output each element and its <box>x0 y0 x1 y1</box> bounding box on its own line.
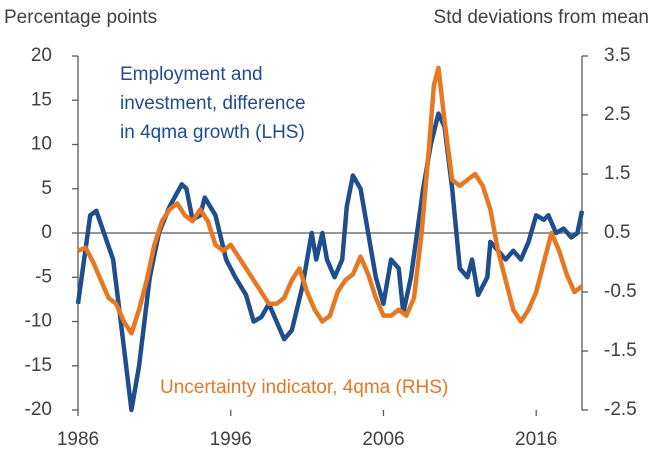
annotation: in 4qma growth (LHS) <box>120 122 305 143</box>
annotation: investment, difference <box>120 93 306 114</box>
line-series <box>77 65 584 336</box>
y-tick-label: 5 <box>41 178 52 199</box>
y2-tick-label: 0.5 <box>604 222 630 243</box>
x-tick-label: 2016 <box>515 429 557 450</box>
y-tick-label: 15 <box>31 89 52 110</box>
annotation: Employment and <box>120 64 263 85</box>
y2-tick-label: -2.5 <box>604 399 637 420</box>
line-series <box>75 111 585 413</box>
annotation: Uncertainty indicator, 4qma (RHS) <box>160 377 448 398</box>
y-tick-label: 10 <box>31 134 52 155</box>
y2-tick-label: -1.5 <box>604 340 637 361</box>
y-tick-label: 0 <box>41 222 52 243</box>
y-tick-label: -10 <box>25 311 52 332</box>
x-tick-label: 1996 <box>210 429 252 450</box>
y2-tick-label: 1.5 <box>604 163 630 184</box>
y-tick-label: -5 <box>35 266 52 287</box>
y2-tick-label: -0.5 <box>604 281 637 302</box>
y-tick-label: -15 <box>25 355 52 376</box>
y-axis-label: Percentage points <box>4 7 157 28</box>
y2-tick-label: 2.5 <box>604 104 630 125</box>
x-tick-label: 2006 <box>362 429 404 450</box>
y2-axis-label: Std deviations from mean <box>434 7 649 28</box>
y2-tick-label: 3.5 <box>604 45 630 66</box>
y-tick-label: -20 <box>25 399 52 420</box>
x-tick-label: 1986 <box>57 429 99 450</box>
y-tick-label: 20 <box>31 45 52 66</box>
